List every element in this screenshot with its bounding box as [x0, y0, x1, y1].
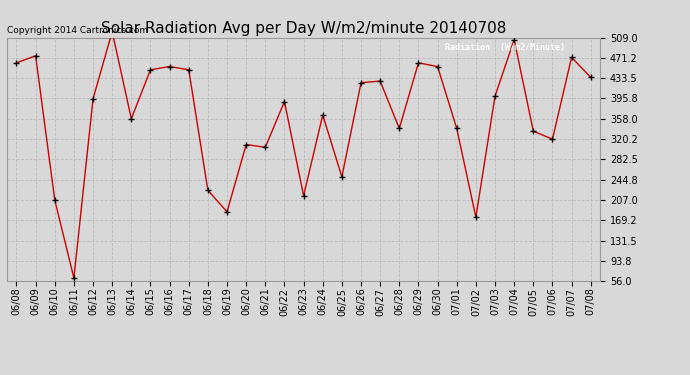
Text: Copyright 2014 Cartronics.com: Copyright 2014 Cartronics.com	[7, 26, 148, 35]
Title: Solar Radiation Avg per Day W/m2/minute 20140708: Solar Radiation Avg per Day W/m2/minute …	[101, 21, 506, 36]
